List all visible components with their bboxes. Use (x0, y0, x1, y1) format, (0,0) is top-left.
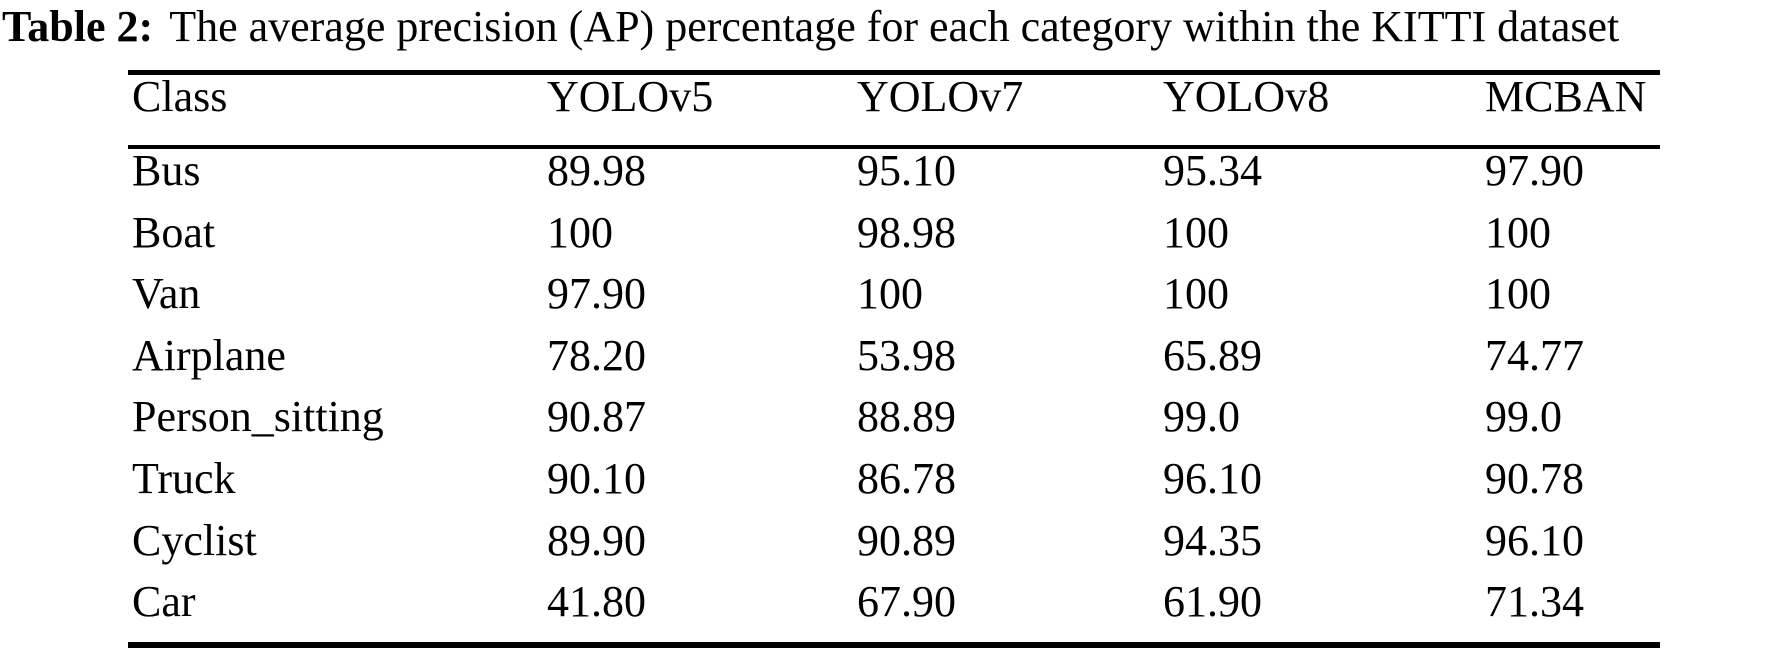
header-yolov5: YOLOv5 (543, 75, 853, 149)
cell-yolov7: 86.78 (857, 456, 956, 503)
header-mcban: MCBAN (1481, 75, 1660, 149)
header-yolov7: YOLOv7 (853, 75, 1159, 149)
cell-class: Van (132, 272, 201, 319)
cell-mcban: 97.90 (1485, 149, 1584, 195)
table-row: Car 41.80 67.90 61.90 71.34 (128, 580, 1660, 642)
cell-mcban: 96.10 (1485, 518, 1584, 565)
table-caption: Table 2: The average precision (AP) perce… (2, 2, 1619, 53)
cell-mcban: 71.34 (1485, 580, 1584, 627)
cell-class: Car (132, 580, 196, 627)
cell-yolov7: 90.89 (857, 518, 956, 565)
table-row: Boat 100 98.98 100 100 (128, 211, 1660, 273)
cell-yolov7: 95.10 (857, 149, 956, 195)
cell-yolov8: 94.35 (1163, 518, 1262, 565)
cell-class: Person_sitting (132, 395, 384, 442)
cell-yolov8: 61.90 (1163, 580, 1262, 627)
cell-class: Airplane (132, 333, 286, 380)
cell-yolov5: 90.10 (547, 456, 646, 503)
table-header: Class YOLOv5 YOLOv7 YOLOv8 MCBAN (128, 75, 1660, 149)
cell-yolov7: 100 (857, 272, 923, 319)
cell-yolov8: 100 (1163, 210, 1229, 257)
cell-mcban: 99.0 (1485, 395, 1562, 442)
cell-yolov5: 90.87 (547, 395, 646, 442)
table-row: Cyclist 89.90 90.89 94.35 96.10 (128, 519, 1660, 581)
cell-mcban: 74.77 (1485, 333, 1584, 380)
header-row: Class YOLOv5 YOLOv7 YOLOv8 MCBAN (128, 75, 1660, 149)
cell-class: Cyclist (132, 518, 257, 565)
header-class: Class (128, 75, 543, 149)
cell-yolov8: 95.34 (1163, 149, 1262, 195)
cell-mcban: 100 (1485, 210, 1551, 257)
cell-class: Bus (132, 149, 201, 195)
cell-class: Truck (132, 456, 236, 503)
table-row: Truck 90.10 86.78 96.10 90.78 (128, 457, 1660, 519)
cell-yolov5: 89.98 (547, 149, 646, 195)
cell-yolov7: 88.89 (857, 395, 956, 442)
table-row: Van 97.90 100 100 100 (128, 272, 1660, 334)
cell-mcban: 90.78 (1485, 456, 1584, 503)
table-row: Bus 89.98 95.10 95.34 97.90 (128, 149, 1660, 211)
ap-results-table: Class YOLOv5 YOLOv7 YOLOv8 MCBAN Bus 89.… (128, 70, 1660, 648)
table-row: Airplane 78.20 53.98 65.89 74.77 (128, 334, 1660, 396)
cell-yolov5: 41.80 (547, 580, 646, 627)
cell-yolov8: 65.89 (1163, 333, 1262, 380)
table-caption-label: Table 2: (2, 2, 154, 51)
cell-yolov7: 53.98 (857, 333, 956, 380)
header-yolov8: YOLOv8 (1159, 75, 1481, 149)
cell-class: Boat (132, 210, 216, 257)
table-body: Bus 89.98 95.10 95.34 97.90 Boat 100 98.… (128, 149, 1660, 642)
table-row: Person_sitting 90.87 88.89 99.0 99.0 (128, 395, 1660, 457)
cell-yolov5: 89.90 (547, 518, 646, 565)
cell-yolov5: 100 (547, 210, 613, 257)
cell-yolov7: 67.90 (857, 580, 956, 627)
table-caption-text: The average precision (AP) percentage fo… (169, 2, 1620, 51)
cell-yolov8: 100 (1163, 272, 1229, 319)
cell-yolov8: 96.10 (1163, 456, 1262, 503)
cell-yolov5: 78.20 (547, 333, 646, 380)
cell-mcban: 100 (1485, 272, 1551, 319)
cell-yolov7: 98.98 (857, 210, 956, 257)
cell-yolov8: 99.0 (1163, 395, 1240, 442)
cell-yolov5: 97.90 (547, 272, 646, 319)
